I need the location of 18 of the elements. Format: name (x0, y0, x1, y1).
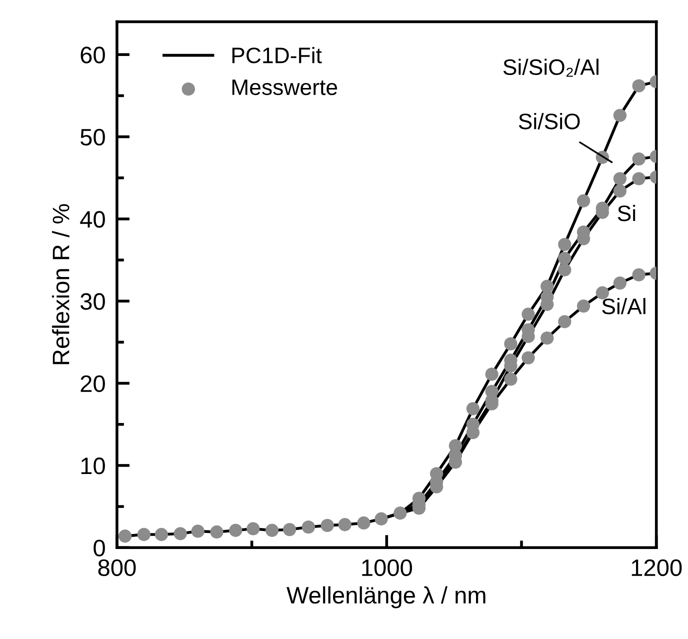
annotation: Si/SiO (518, 112, 580, 130)
y-tick-label: 0 (94, 540, 105, 556)
x-tick-label: 1200 (632, 559, 682, 576)
y-tick-label: 30 (80, 293, 105, 310)
legend-label: PC1D-Fit (232, 46, 322, 64)
annotation: Si/SiO₂/Al (503, 58, 598, 77)
legend-label: Messwerte (232, 80, 338, 96)
annotation: Si (618, 204, 636, 222)
x-tick-label: 1000 (362, 559, 412, 576)
annotation: Si/Al (602, 298, 646, 314)
y-tick-label: 20 (80, 375, 105, 392)
y-tick-label: 60 (80, 46, 105, 64)
y-axis-title: Reflexion R / % (52, 204, 70, 364)
y-tick-label: 50 (80, 128, 105, 146)
y-tick-label: 10 (81, 458, 105, 474)
x-axis-title: Wellenlänge λ / nm (286, 586, 486, 608)
x-tick-label: 800 (98, 559, 136, 576)
y-tick-label: 40 (80, 211, 105, 228)
